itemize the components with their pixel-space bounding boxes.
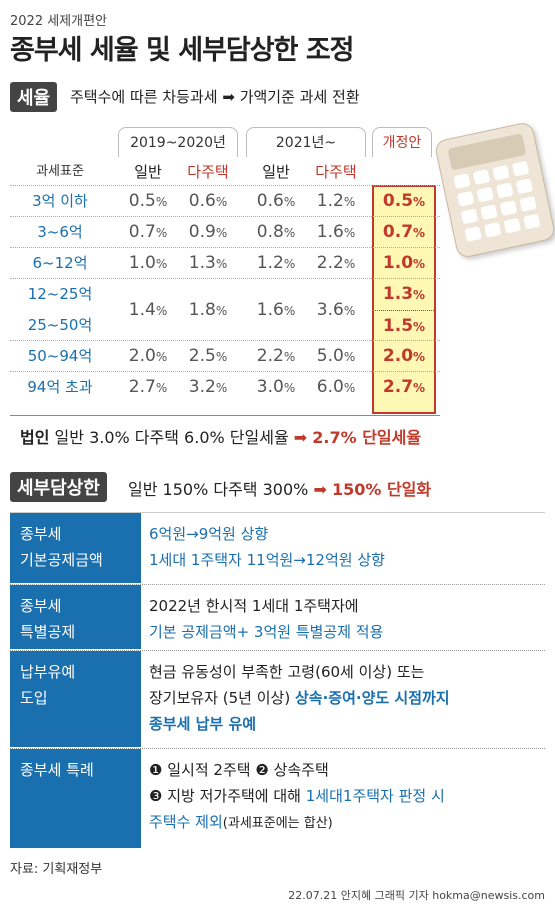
details-table: 종부세 기본공제금액 6억원→9억원 상향 1세대 1주택자 11억원→12억원… bbox=[10, 512, 545, 849]
revised-rate-cell: 1.5% bbox=[372, 310, 436, 341]
rate-cell: 1.6% bbox=[316, 222, 356, 242]
source-text: 자료: 기획재정부 bbox=[10, 862, 103, 877]
table-row: 6~12억 1.0% 1.3% 1.2% 2.2% 1.0% bbox=[10, 247, 440, 278]
rate-cell: 1.0% bbox=[128, 253, 168, 273]
rate-cell: 1.2% bbox=[256, 253, 296, 273]
tax-base-header: 과세표준 bbox=[36, 164, 84, 179]
rate-cell: 2.2% bbox=[256, 346, 296, 366]
rate-cell: 0.6% bbox=[188, 191, 228, 211]
revised-rate-cell: 1.0% bbox=[382, 253, 426, 273]
cap-result: 150% 단일화 bbox=[331, 480, 432, 499]
tax-base-label: 50~94억 bbox=[27, 347, 93, 365]
revised-rate-cell: 2.7% bbox=[382, 377, 426, 397]
rate-cell: 3.6% bbox=[316, 300, 356, 320]
rate-cell: 0.6% bbox=[256, 191, 296, 211]
details-head: 종부세 기본공제금액 bbox=[10, 513, 141, 584]
details-head: 종부세 특별공제 bbox=[10, 585, 141, 650]
details-head: 종부세 특례 bbox=[10, 749, 141, 849]
rate-cell: 0.5% bbox=[128, 191, 168, 211]
summary-before: 주택수에 따른 차등과세 bbox=[70, 88, 218, 106]
number-1-icon: ❶ bbox=[149, 761, 163, 779]
tax-base-label: 94억 초과 bbox=[27, 378, 93, 396]
rate-cell: 1.3% bbox=[188, 253, 228, 273]
number-3-icon: ❸ bbox=[149, 787, 163, 805]
details-body: ❶ 일시적 2주택 ❷ 상속주택 ❸ 지방 저가주택에 대해 1세대1주택자 판… bbox=[149, 761, 445, 831]
page-title: 종부세 세율 및 세부담상한 조정 bbox=[10, 35, 355, 66]
credit-text: 22.07.21 안지혜 그래픽 기자 hokma@newsis.com bbox=[288, 889, 545, 902]
rate-table: 2019~2020년 2021년~ 개정안 과세표준 일반 다주택 일반 다주택… bbox=[10, 127, 440, 417]
corporate-result: 2.7% 단일세율 bbox=[312, 428, 422, 447]
revised-rate-cell: 0.7% bbox=[382, 222, 426, 242]
general-header: 일반 bbox=[262, 163, 290, 181]
rate-cell: 6.0% bbox=[316, 377, 356, 397]
rate-cell: 0.8% bbox=[256, 222, 296, 242]
period-2021: 2021년~ bbox=[246, 127, 366, 157]
tax-base-label: 3억 이하 bbox=[32, 192, 88, 210]
general-header: 일반 bbox=[134, 163, 162, 181]
period-2019-2020: 2019~2020년 bbox=[118, 127, 238, 157]
rate-cell: 3.0% bbox=[256, 377, 296, 397]
tax-base-label: 12~25억 bbox=[27, 285, 93, 303]
multi-header: 다주택 bbox=[187, 163, 229, 181]
rate-cell: 0.9% bbox=[188, 222, 228, 242]
rate-cell: 5.0% bbox=[316, 346, 356, 366]
revised-rate-cell: 2.0% bbox=[382, 346, 426, 366]
revision-highlight bbox=[372, 185, 436, 414]
tax-base-label: 6~12억 bbox=[32, 254, 88, 272]
tax-base-label: 3~6억 bbox=[37, 223, 83, 241]
details-row: 종부세 특례 ❶ 일시적 2주택 ❷ 상속주택 ❸ 지방 저가주택에 대해 1세… bbox=[10, 749, 545, 849]
rate-cell: 3.2% bbox=[188, 377, 228, 397]
details-head: 납부유예 도입 bbox=[10, 651, 141, 748]
details-row: 종부세 특별공제 2022년 한시적 1세대 1주택자에 기본 공제금액+ 3억… bbox=[10, 585, 545, 651]
section-label-rate: 세율 bbox=[10, 82, 58, 112]
table-row: 94억 초과 2.7% 3.2% 3.0% 6.0% 2.7% bbox=[10, 371, 440, 402]
revised-rate-cell: 0.5% bbox=[382, 191, 426, 211]
number-2-icon: ❷ bbox=[255, 761, 269, 779]
table-bottom-rule bbox=[10, 415, 440, 416]
details-body: 2022년 한시적 1세대 1주택자에 기본 공제금액+ 3억원 특별공제 적용 bbox=[149, 597, 384, 641]
revised-rate-cell: 1.3% bbox=[382, 284, 426, 304]
rate-cell: 1.8% bbox=[188, 300, 228, 320]
rate-cell: 2.2% bbox=[316, 253, 356, 273]
rate-cell: 0.7% bbox=[128, 222, 168, 242]
topline: 2022 세제개편안 bbox=[10, 14, 108, 29]
rate-cell: 2.5% bbox=[188, 346, 228, 366]
corporate-label: 법인 bbox=[20, 428, 50, 447]
section-rate-summary: 주택수에 따른 차등과세 ➡ 가액기준 과세 전환 bbox=[70, 86, 360, 107]
corporate-rate-line: 법인 일반 3.0% 다주택 6.0% 단일세율 ➡ 2.7% 단일세율 bbox=[20, 424, 421, 448]
section-label-cap: 세부담상한 bbox=[10, 472, 107, 502]
details-row: 종부세 기본공제금액 6억원→9억원 상향 1세대 1주택자 11억원→12억원… bbox=[10, 513, 545, 585]
section-cap-summary: 일반 150% 다주택 300% ➡ 150% 단일화 bbox=[128, 476, 431, 500]
summary-after: 가액기준 과세 전환 bbox=[239, 88, 360, 106]
rate-cell: 2.7% bbox=[128, 377, 168, 397]
revision-header: 개정안 bbox=[372, 127, 432, 157]
table-row-merged: 12~25억 25~50억 1.4% 1.8% 1.6% 3.6% 1.3% 1… bbox=[10, 278, 440, 340]
tax-base-label: 25~50억 bbox=[27, 316, 93, 334]
right-arrow-icon: ➡ bbox=[222, 88, 235, 106]
calculator-icon bbox=[433, 120, 555, 260]
multi-header: 다주택 bbox=[315, 163, 357, 181]
rate-cell: 1.4% bbox=[128, 300, 168, 320]
cap-text: 일반 150% 다주택 300% bbox=[128, 480, 309, 499]
corporate-text: 일반 3.0% 다주택 6.0% 단일세율 bbox=[54, 428, 289, 447]
rate-cell: 2.0% bbox=[128, 346, 168, 366]
table-row: 50~94억 2.0% 2.5% 2.2% 5.0% 2.0% bbox=[10, 340, 440, 371]
details-row: 납부유예 도입 현금 유동성이 부족한 고령(60세 이상) 또는 장기보유자 … bbox=[10, 651, 545, 749]
right-arrow-icon: ➡ bbox=[313, 480, 327, 499]
details-body: 현금 유동성이 부족한 고령(60세 이상) 또는 장기보유자 (5년 이상) … bbox=[149, 663, 450, 733]
right-arrow-icon: ➡ bbox=[293, 428, 308, 447]
rate-cell: 1.6% bbox=[256, 300, 296, 320]
details-body: 6억원→9억원 상향 1세대 1주택자 11억원→12억원 상향 bbox=[149, 525, 385, 569]
table-row: 3~6억 0.7% 0.9% 0.8% 1.6% 0.7% bbox=[10, 216, 440, 247]
rate-cell: 1.2% bbox=[316, 191, 356, 211]
table-row: 3억 이하 0.5% 0.6% 0.6% 1.2% 0.5% bbox=[10, 185, 440, 216]
